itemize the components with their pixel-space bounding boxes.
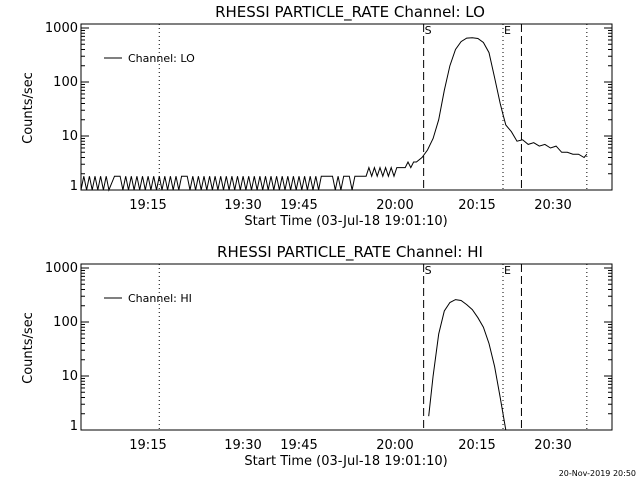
marker-label: S: [425, 264, 432, 277]
panel-hi: RHESSI PARTICLE_RATE Channel: HI 1000 10…: [21, 243, 613, 469]
footer-timestamp: 20-Nov-2019 20:50: [559, 469, 636, 478]
plot-frame-lo: [80, 23, 613, 191]
legend-label-lo: Channel: LO: [128, 52, 195, 65]
y-tick-label-hi: 100: [53, 315, 78, 330]
plot-frame-hi: [80, 263, 613, 431]
y-ticks-lo: 1000 100 10 1: [45, 21, 78, 194]
marker-label: S: [425, 24, 432, 37]
y-tick-label-lo: 100: [53, 75, 78, 90]
x-tick-label-hi: 20:15: [458, 438, 495, 453]
chart-title-lo: RHESSI PARTICLE_RATE Channel: LO: [215, 3, 485, 22]
y-tick-label-hi: 10: [61, 369, 78, 384]
y-tick-label-lo: 1: [70, 179, 78, 194]
y-tick-label-hi: 1000: [45, 261, 78, 276]
x-tick-label-hi: 20:30: [534, 438, 571, 453]
series-line-lo: [80, 37, 588, 192]
x-tick-label-lo: 19:15: [129, 198, 166, 213]
x-axis-label-hi: Start Time (03-Jul-18 19:01:10): [244, 454, 447, 469]
y-ticks-hi: 1000 100 10 1: [45, 261, 78, 434]
x-ticks-hi: 19:15 19:30 19:45 20:00 20:15 20:30: [129, 438, 571, 453]
marker-label: E: [504, 24, 511, 37]
x-tick-label-hi: 20:00: [376, 438, 413, 453]
x-tick-label-lo: 20:30: [534, 198, 571, 213]
x-tick-label-hi: 19:30: [224, 438, 261, 453]
x-ticks-lo: 19:15 19:30 19:45 20:00 20:15 20:30: [129, 198, 571, 213]
marker-label: E: [504, 264, 511, 277]
series-line-hi: [428, 299, 507, 431]
y-axis-ticks: [81, 267, 612, 431]
y-tick-label-hi: 1: [70, 419, 78, 434]
x-tick-label-lo: 20:15: [458, 198, 495, 213]
y-tick-label-lo: 10: [61, 129, 78, 144]
y-axis-label-hi: Counts/sec: [21, 312, 36, 384]
y-axis-ticks: [81, 27, 612, 191]
x-tick-label-hi: 19:45: [280, 438, 317, 453]
x-axis-label-lo: Start Time (03-Jul-18 19:01:10): [244, 214, 447, 229]
x-tick-label-lo: 19:45: [280, 198, 317, 213]
x-tick-label-lo: 19:30: [224, 198, 261, 213]
x-tick-label-lo: 20:00: [376, 198, 413, 213]
y-axis-label-lo: Counts/sec: [21, 72, 36, 144]
panel-lo: RHESSI PARTICLE_RATE Channel: LO 1000 10…: [21, 3, 613, 229]
y-tick-label-lo: 1000: [45, 21, 78, 36]
chart-title-hi: RHESSI PARTICLE_RATE Channel: HI: [217, 243, 483, 262]
x-tick-label-hi: 19:15: [129, 438, 166, 453]
legend-label-hi: Channel: HI: [128, 292, 192, 305]
